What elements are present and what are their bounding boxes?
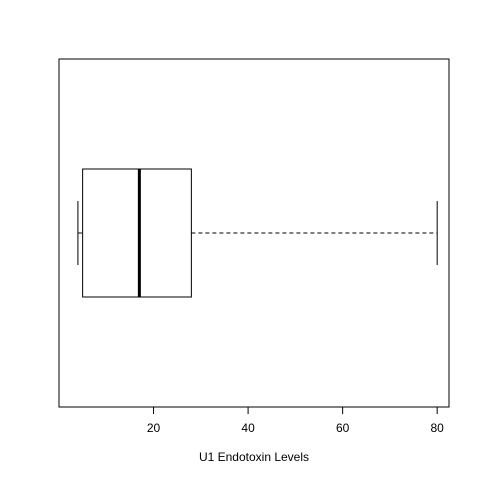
x-tick-label: 20 bbox=[147, 421, 161, 435]
box-layer bbox=[77, 168, 438, 298]
x-tick-label: 80 bbox=[431, 421, 445, 435]
x-tick-label: 40 bbox=[241, 421, 255, 435]
box-iqr bbox=[82, 168, 192, 298]
x-tick-label: 60 bbox=[336, 421, 350, 435]
x-axis: 20 40 60 80 bbox=[147, 406, 445, 435]
x-axis-title: U1 Endotoxin Levels bbox=[199, 450, 309, 464]
